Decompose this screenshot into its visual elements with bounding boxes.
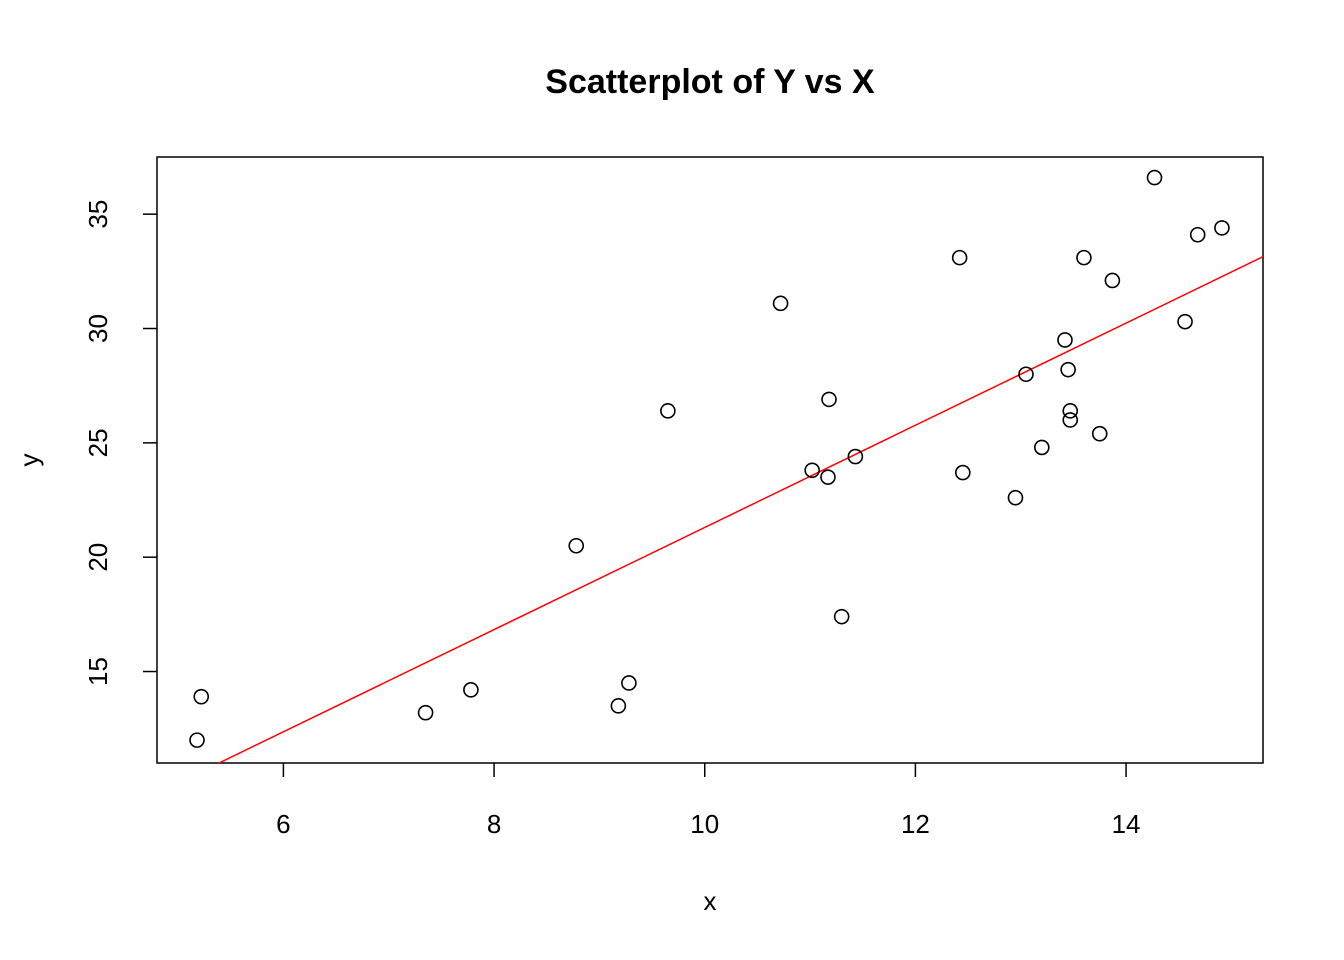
data-point [610, 698, 627, 714]
data-point [1189, 226, 1206, 243]
data-point [1060, 361, 1076, 378]
data-point [1018, 366, 1034, 383]
data-points [189, 169, 1230, 748]
data-point [772, 295, 789, 312]
data-point [847, 448, 864, 465]
data-point [1177, 313, 1193, 330]
y-tick-label: 25 [83, 428, 113, 457]
data-point [821, 391, 837, 408]
regression-line [217, 256, 1263, 763]
data-point [1062, 412, 1079, 428]
x-tick-label: 10 [690, 809, 719, 839]
data-point [1146, 169, 1163, 186]
y-axis-label: y [14, 454, 44, 467]
y-tick-label: 30 [83, 314, 113, 343]
data-point [820, 469, 836, 485]
data-point [833, 608, 850, 625]
data-point [1062, 403, 1079, 419]
data-point [804, 462, 820, 479]
y-tick-label: 35 [83, 200, 113, 229]
data-point [193, 688, 210, 705]
x-tick-label: 14 [1112, 809, 1141, 839]
data-point [1034, 439, 1050, 456]
data-point [1076, 249, 1092, 266]
x-tick-label: 6 [276, 809, 290, 839]
x-axis-label: x [704, 886, 717, 916]
data-point [1091, 425, 1108, 442]
data-point [1214, 220, 1230, 236]
data-point [568, 537, 585, 554]
data-point [954, 464, 971, 481]
data-point [621, 675, 637, 691]
data-point [463, 682, 479, 698]
chart-title: Scatterplot of Y vs X [545, 63, 875, 101]
x-tick-label: 12 [901, 809, 930, 839]
y-tick-label: 15 [83, 657, 113, 686]
data-point [1104, 272, 1121, 289]
data-point [660, 403, 676, 419]
x-axis: 6 8 10 12 14 [276, 763, 1141, 839]
plot-area [217, 256, 1263, 763]
plot-frame [156, 156, 1264, 764]
data-point [1057, 332, 1073, 348]
data-point [417, 704, 434, 721]
y-axis: 15 20 25 30 35 [83, 200, 157, 686]
x-tick-label: 8 [487, 809, 501, 839]
data-point [951, 249, 968, 266]
data-point [1007, 489, 1024, 506]
y-tick-label: 20 [83, 543, 113, 572]
data-point [189, 732, 205, 748]
